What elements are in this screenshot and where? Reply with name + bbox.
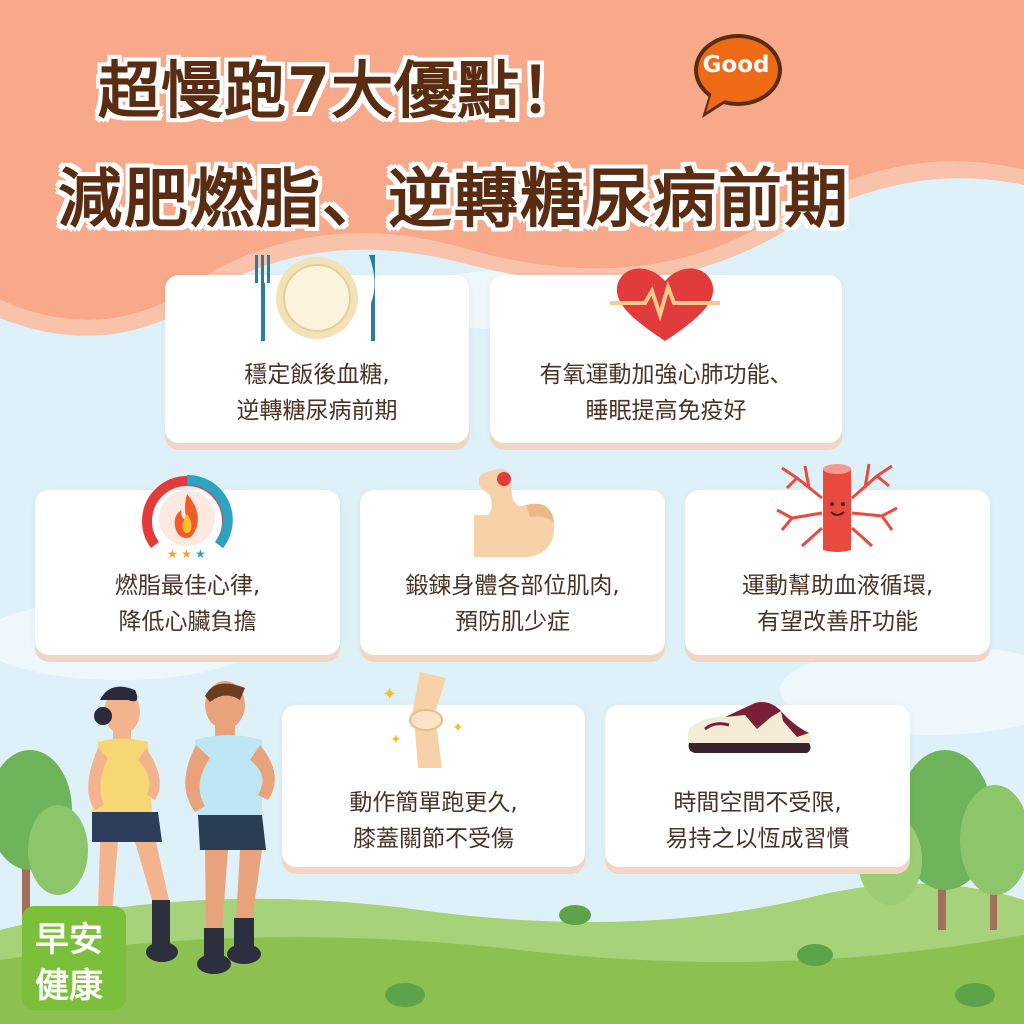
benefit-line-1: 有氧運動加強心肺功能、 xyxy=(539,362,793,388)
benefit-text: 有氧運動加強心肺功能、 睡眠提高免疫好 xyxy=(490,357,842,429)
benefit-line-1: 動作簡單跑更久, xyxy=(349,790,518,816)
svg-text:✦: ✦ xyxy=(452,720,464,736)
benefit-text: 運動幫助血液循環, 有望改善肝功能 xyxy=(685,568,990,640)
benefit-text: 時間空間不受限, 易持之以恆成習慣 xyxy=(605,785,910,857)
benefit-line-2: 有望改善肝功能 xyxy=(757,609,918,635)
benefit-card-circulation: 運動幫助血液循環, 有望改善肝功能 xyxy=(685,463,990,655)
svg-text:★: ★ xyxy=(195,547,206,560)
plate-fork-knife-icon xyxy=(255,255,375,341)
benefit-card-muscle: 鍛鍊身體各部位肌肉, 預防肌少症 xyxy=(360,468,665,655)
fire-gauge-icon: ★ ★ ★ xyxy=(142,474,233,560)
benefit-card-blood-sugar: 穩定飯後血糖, 逆轉糖尿病前期 xyxy=(165,255,469,443)
knee-joint-icon: ✦ ✦ ✦ xyxy=(382,672,464,768)
svg-text:✦: ✦ xyxy=(382,684,397,705)
logo-line-2: 健康 xyxy=(35,966,103,1006)
tree-left xyxy=(0,750,88,920)
heart-pulse-icon xyxy=(610,268,720,341)
benefit-card-fat-burn: ★ ★ ★ 燃脂最佳心律, 降低心臟負擔 xyxy=(35,474,340,655)
muscle-arm-icon xyxy=(474,468,555,557)
benefit-text: 鍛鍊身體各部位肌肉, 預防肌少症 xyxy=(360,568,665,640)
benefit-line-1: 穩定飯後血糖, xyxy=(244,362,390,388)
benefit-line-2: 降低心臟負擔 xyxy=(118,609,257,635)
benefit-text: 燃脂最佳心律, 降低心臟負擔 xyxy=(35,568,340,640)
svg-text:★: ★ xyxy=(181,547,192,560)
benefit-line-1: 運動幫助血液循環, xyxy=(741,573,934,599)
benefit-card-anytime: 時間空間不受限, 易持之以恆成習慣 xyxy=(605,702,910,867)
benefit-line-2: 膝蓋關節不受傷 xyxy=(353,826,514,852)
benefit-line-2: 逆轉糖尿病前期 xyxy=(236,398,398,424)
page-subtitle: 減肥燃脂、逆轉糖尿病前期 xyxy=(58,163,850,237)
svg-text:✦: ✦ xyxy=(390,732,402,748)
benefit-line-1: 時間空間不受限, xyxy=(673,790,842,816)
benefit-line-2: 預防肌少症 xyxy=(455,609,570,635)
running-shoe-icon xyxy=(687,702,812,753)
benefit-line-2: 睡眠提高免疫好 xyxy=(585,398,747,424)
benefit-card-knee: ✦ ✦ ✦ 動作簡單跑更久, 膝蓋關節不受傷 xyxy=(282,672,585,867)
benefit-text: 穩定飯後血糖, 逆轉糖尿病前期 xyxy=(165,357,469,429)
speech-bubble-icon xyxy=(694,34,782,118)
good-badge-label: Good xyxy=(702,52,770,78)
benefit-card-heart-lung: 有氧運動加強心肺功能、 睡眠提高免疫好 xyxy=(490,268,842,443)
benefit-text: 動作簡單跑更久, 膝蓋關節不受傷 xyxy=(282,785,585,857)
benefit-line-1: 鍛鍊身體各部位肌肉, xyxy=(405,573,620,599)
logo-line-1: 早安 xyxy=(35,920,103,960)
blood-vessel-icon xyxy=(776,463,898,552)
benefit-line-2: 易持之以恆成習慣 xyxy=(665,826,850,852)
svg-text:★: ★ xyxy=(167,547,178,560)
benefit-line-1: 燃脂最佳心律, xyxy=(114,573,261,599)
page-title: 超慢跑7大優點！ xyxy=(98,54,584,127)
brand-logo: 早安 健康 xyxy=(22,906,126,1010)
